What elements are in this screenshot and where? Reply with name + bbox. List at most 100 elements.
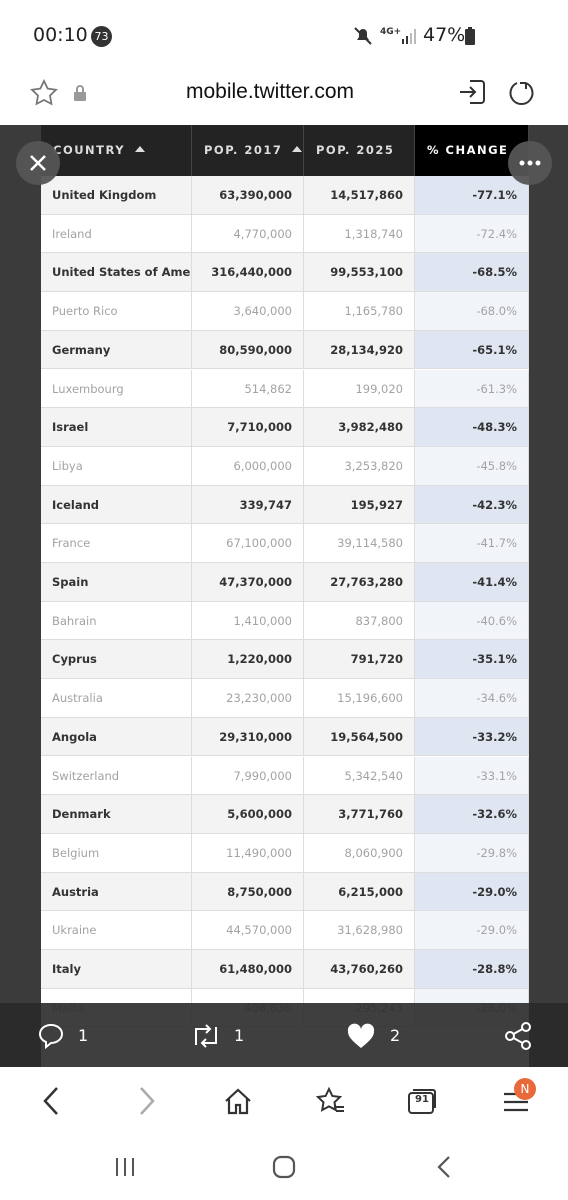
value-cell: 195,927 [304,485,415,525]
country-cell: Puerto Rico [41,292,192,331]
value-cell: -72.4% [415,214,529,254]
value-cell: 29,310,000 [192,717,304,757]
value-cell: 63,390,000 [192,176,304,215]
value-cell: 67,100,000 [192,524,304,563]
column-header[interactable]: POP. 2025 [304,125,415,176]
clock: 00:10 [33,24,88,46]
forward-button[interactable] [136,1086,156,1116]
value-cell: -35.1% [415,640,529,680]
value-cell: 39,114,580 [304,524,415,563]
country-cell: Ukraine [41,911,192,950]
value-cell: 6,000,000 [192,446,304,486]
bookmarks-button[interactable] [315,1086,346,1115]
value-cell: -41.4% [415,563,529,602]
reply-count: 1 [78,1026,89,1045]
favorite-button[interactable] [30,78,60,109]
value-cell: 27,763,280 [304,563,415,602]
country-cell: Belgium [41,833,192,873]
like-count: 2 [390,1026,401,1045]
country-cell: Germany [41,330,192,370]
value-cell: 23,230,000 [192,679,304,718]
value-cell: -41.7% [415,524,529,563]
value-cell: 1,410,000 [192,601,304,641]
value-cell: -29.8% [415,833,529,873]
tab-count: 91 [415,1094,429,1105]
url[interactable]: mobile.twitter.com [185,80,355,103]
value-cell: -48.3% [415,408,529,447]
notification-badge: 73 [91,26,112,47]
value-cell: 7,710,000 [192,408,304,447]
country-cell: Cyprus [41,640,192,680]
share-button[interactable] [505,1022,533,1050]
value-cell: -61.3% [415,369,529,409]
country-cell: Spain [41,563,192,602]
mute-icon [354,27,372,45]
value-cell: 5,600,000 [192,795,304,834]
lock-icon [74,85,86,101]
system-back-button[interactable] [436,1155,452,1179]
retweet-button[interactable] [191,1023,221,1049]
battery-icon [465,27,475,45]
value-cell: -28.8% [415,950,529,989]
tabs-button[interactable] [408,1088,436,1114]
country-cell: Italy [41,950,192,989]
country-cell: France [41,524,192,563]
column-header[interactable]: % CHANGE [415,125,529,176]
close-button[interactable] [16,141,60,185]
recents-button[interactable] [115,1157,137,1177]
column-header[interactable]: POP. 2017 [192,125,304,176]
signal-icon [402,29,416,44]
country-cell: United Kingdom [41,176,192,215]
country-cell: Angola [41,717,192,757]
value-cell: -33.1% [415,756,529,796]
value-cell: 1,318,740 [304,214,415,254]
column-header[interactable]: COUNTRY [41,125,192,176]
value-cell: -33.2% [415,717,529,757]
reload-button[interactable] [509,78,539,108]
like-button[interactable] [347,1023,375,1050]
value-cell: 837,800 [304,601,415,641]
value-cell: 11,490,000 [192,833,304,873]
value-cell: 791,720 [304,640,415,680]
country-cell: Iceland [41,485,192,525]
value-cell: 7,990,000 [192,756,304,796]
value-cell: 5,342,540 [304,756,415,796]
value-cell: 514,862 [192,369,304,409]
value-cell: 14,517,860 [304,176,415,215]
value-cell: 44,570,000 [192,911,304,950]
value-cell: 31,628,980 [304,911,415,950]
system-home-button[interactable] [272,1155,296,1179]
country-cell: Libya [41,446,192,486]
country-cell: Ireland [41,214,192,254]
value-cell: 43,760,260 [304,950,415,989]
country-cell: Switzerland [41,756,192,796]
battery-level: 47% [423,24,466,46]
status-bar: 00:10 73 4G+ 47% [0,0,568,68]
value-cell: 8,060,900 [304,833,415,873]
country-cell: Australia [41,679,192,718]
value-cell: 3,771,760 [304,795,415,834]
value-cell: 1,165,780 [304,292,415,331]
value-cell: 199,020 [304,369,415,409]
share-page-button[interactable] [458,78,488,108]
more-button[interactable] [508,141,552,185]
value-cell: 47,370,000 [192,563,304,602]
menu-badge: N [514,1078,536,1100]
reply-button[interactable] [38,1023,64,1050]
value-cell: -65.1% [415,330,529,370]
back-button[interactable] [42,1086,62,1116]
value-cell: -42.3% [415,485,529,525]
value-cell: 15,196,600 [304,679,415,718]
value-cell: 1,220,000 [192,640,304,680]
value-cell: -34.6% [415,679,529,718]
value-cell: 28,134,920 [304,330,415,370]
value-cell: 19,564,500 [304,717,415,757]
data-table: COUNTRY POP. 2017 POP. 2025% CHANGE United … [41,125,529,1067]
value-cell: 3,253,820 [304,446,415,486]
value-cell: -77.1% [415,176,529,215]
country-cell: United States of America [41,253,192,293]
country-cell: Denmark [41,795,192,834]
home-button[interactable] [224,1088,252,1116]
value-cell: -32.6% [415,795,529,834]
